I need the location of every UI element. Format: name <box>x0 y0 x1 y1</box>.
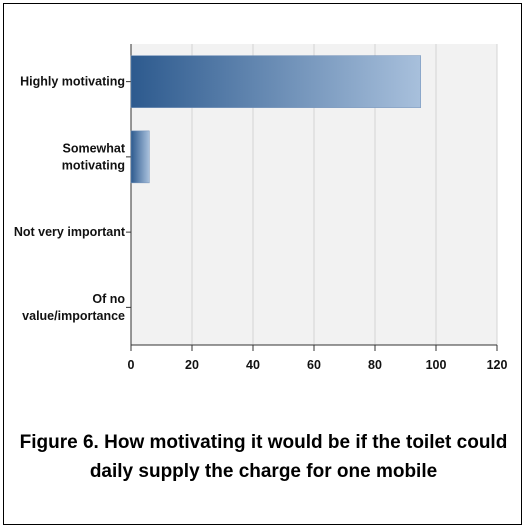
figure-caption: Figure 6. How motivating it would be if … <box>19 432 508 482</box>
category-label: Somewhat motivating <box>62 141 126 172</box>
category-label: Highly motivating <box>20 75 125 89</box>
category-label: Of no value/importance <box>22 292 125 323</box>
bar-chart: 0 20 40 60 80 100 120 Highly motivating Somewhat… <box>14 44 508 372</box>
x-tick-label: 120 <box>487 358 508 372</box>
x-tick-label: 60 <box>307 358 321 372</box>
x-tick-label: 40 <box>246 358 260 372</box>
bar <box>130 55 421 108</box>
x-tick-label: 100 <box>426 358 447 372</box>
category-label: Not very important <box>14 225 126 239</box>
x-tick-label: 0 <box>128 358 135 372</box>
x-tick-label: 80 <box>368 358 382 372</box>
bar <box>130 130 150 184</box>
x-tick-label: 20 <box>185 358 199 372</box>
